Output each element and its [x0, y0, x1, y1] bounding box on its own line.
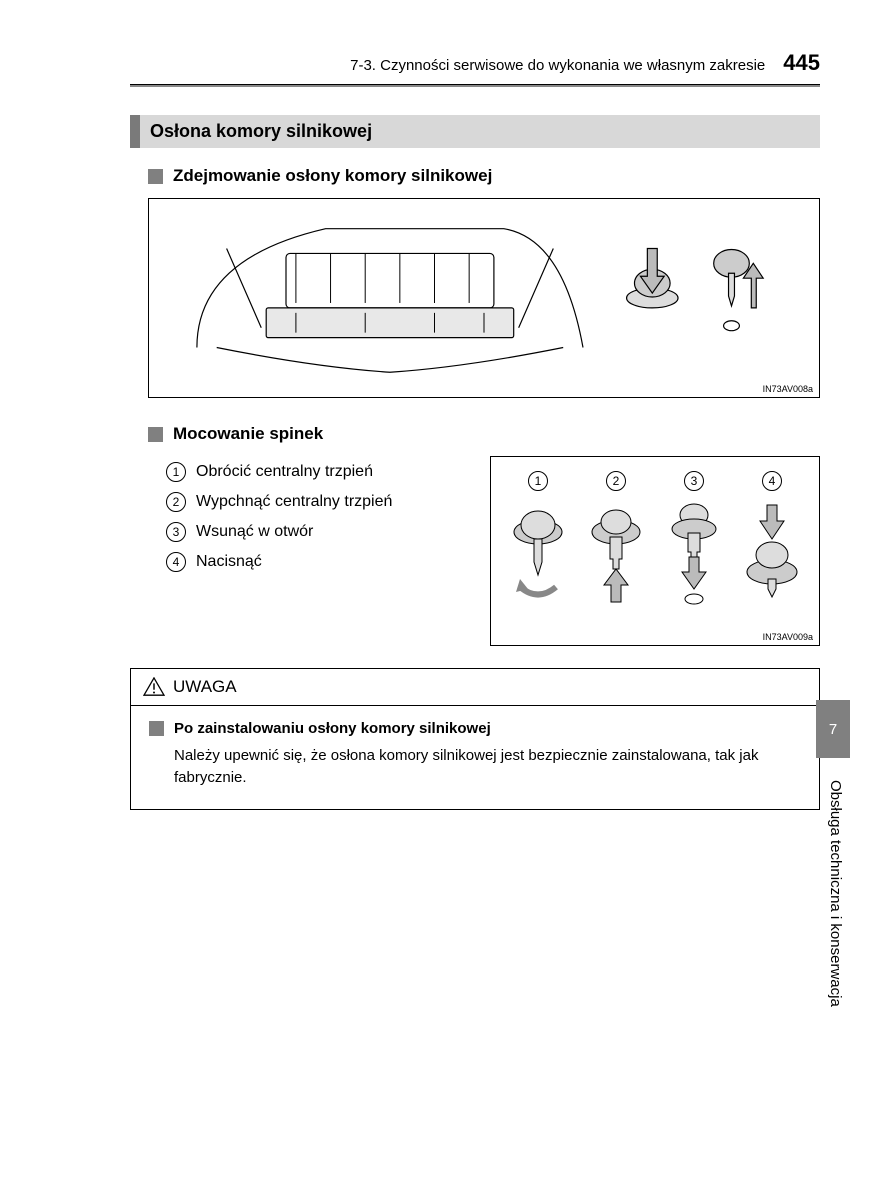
figure-code: IN73AV009a [763, 632, 813, 642]
clip-press-icon [742, 497, 802, 617]
step-number-badge: 2 [166, 492, 186, 512]
breadcrumb: 7-3. Czynności serwisowe do wykonania we… [350, 57, 765, 74]
subsection2-title: Mocowanie spinek [173, 424, 323, 444]
warning-subtitle: Po zainstalowaniu osłony komory silnikow… [174, 720, 491, 737]
subsection-heading: Mocowanie spinek [148, 424, 820, 444]
clip-push-icon [586, 497, 646, 617]
step-text: Nacisnąć [196, 553, 262, 571]
figure-step-label: 4 [762, 471, 782, 491]
chapter-number: 7 [829, 721, 837, 738]
step-text: Wsunąć w otwór [196, 523, 313, 541]
chapter-tab: 7 [816, 700, 850, 758]
bullet-square-icon [148, 427, 163, 442]
clip-step-cell: 1 [508, 471, 568, 617]
warning-text: Należy upewnić się, że osłona komory sil… [174, 745, 801, 789]
steps-list: 1 Obrócić centralny trzpień 2 Wypchnąć c… [148, 456, 454, 582]
step-number-badge: 4 [166, 552, 186, 572]
step-item: 2 Wypchnąć centralny trzpień [166, 492, 454, 512]
bullet-square-icon [148, 169, 163, 184]
page-content: 7-3. Czynności serwisowe do wykonania we… [0, 0, 880, 850]
step-text: Wypchnąć centralny trzpień [196, 493, 392, 511]
figure-step-label: 3 [684, 471, 704, 491]
engine-diagram-icon [149, 199, 819, 397]
step-item: 4 Nacisnąć [166, 552, 454, 572]
step-text: Obrócić centralny trzpień [196, 463, 373, 481]
warning-header: UWAGA [131, 669, 819, 706]
clip-step-cell: 2 [586, 471, 646, 617]
figure-engine-cover: IN73AV008a [148, 198, 820, 398]
figure-step-label: 2 [606, 471, 626, 491]
bullet-square-icon [149, 721, 164, 736]
clip-instructions-row: 1 Obrócić centralny trzpień 2 Wypchnąć c… [148, 456, 820, 646]
step-item: 1 Obrócić centralny trzpień [166, 462, 454, 482]
chapter-title-vertical: Obsługa techniczna i konserwacja [827, 780, 844, 1007]
page-header: 7-3. Czynności serwisowe do wykonania we… [130, 50, 820, 76]
warning-triangle-icon [143, 677, 165, 697]
clip-step-cell: 4 [742, 471, 802, 617]
clip-rotate-icon [508, 497, 568, 617]
figure-code: IN73AV008a [763, 384, 813, 394]
step-item: 3 Wsunąć w otwór [166, 522, 454, 542]
clip-insert-icon [664, 497, 724, 617]
step-number-badge: 3 [166, 522, 186, 542]
section-title-bar: Osłona komory silnikowej [130, 115, 820, 148]
warning-box: UWAGA Po zainstalowaniu osłony komory si… [130, 668, 820, 810]
page-number: 445 [783, 50, 820, 76]
figure-step-label: 1 [528, 471, 548, 491]
step-number-badge: 1 [166, 462, 186, 482]
subsection1-title: Zdejmowanie osłony komory silnikowej [173, 166, 492, 186]
warning-label: UWAGA [173, 677, 237, 697]
figure-clip-steps: 1 2 [490, 456, 820, 646]
warning-body: Po zainstalowaniu osłony komory silnikow… [131, 706, 819, 809]
clip-step-cell: 3 [664, 471, 724, 617]
header-rule [130, 84, 820, 87]
subsection-heading: Zdejmowanie osłony komory silnikowej [148, 166, 820, 186]
section-title: Osłona komory silnikowej [150, 121, 372, 141]
